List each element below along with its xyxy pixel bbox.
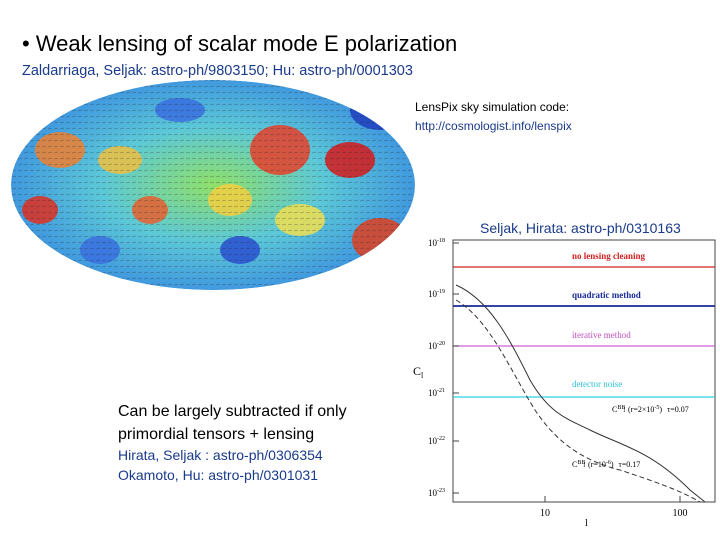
c: C	[612, 405, 617, 414]
paren: )	[611, 460, 614, 469]
note-ref: Hirata, Seljak : astro-ph/0306354	[118, 447, 323, 463]
lenspix-url: http://cosmologist.info/lenspix	[415, 119, 572, 133]
exp: -22	[437, 436, 445, 442]
paren: )	[659, 405, 662, 414]
exp: -20	[437, 341, 445, 347]
y-tick-label: 10-21	[428, 388, 445, 398]
base: 10	[428, 341, 438, 351]
exp: -5	[654, 405, 659, 411]
text: (r=10	[588, 460, 606, 469]
curve-label: CBBl (r=10-6) τ=0.17	[572, 460, 640, 469]
exp: -6	[606, 460, 611, 466]
tau: τ=0.17	[619, 460, 641, 469]
note-ref: Okamoto, Hu: astro-ph/0301031	[118, 467, 318, 483]
y-axis-label: C	[413, 364, 421, 378]
base: 10	[428, 388, 438, 398]
y-axis-label: Cl	[413, 364, 424, 380]
title: • Weak lensing of scalar mode E polariza…	[22, 31, 457, 56]
plot-credit: Seljak, Hirata: astro-ph/0310163	[480, 220, 681, 236]
x-axis-label: l	[585, 518, 588, 529]
base: 10	[428, 488, 438, 498]
x-tick-label: 10	[540, 508, 550, 519]
lenspix-label: LensPix sky simulation code:	[415, 100, 569, 114]
sup: BB	[577, 460, 585, 466]
exp: -19	[437, 289, 445, 295]
base: 10	[428, 238, 438, 248]
legend-label: detector noise	[572, 379, 622, 389]
sub: l	[623, 408, 625, 414]
exp: -21	[437, 388, 445, 394]
note-box	[110, 395, 400, 490]
curve-label: CBBl (r=2×10-5) τ=0.07	[612, 405, 689, 414]
y-axis-sub: l	[421, 371, 424, 380]
y-tick-label: 10-23	[428, 488, 445, 498]
text: (r=2×10	[628, 405, 654, 414]
legend-label: iterative method	[572, 330, 631, 340]
legend-label: no lensing cleaning	[572, 251, 646, 261]
sky-map	[11, 80, 415, 290]
legend-label: quadratic method	[572, 290, 641, 300]
sup: BB	[617, 405, 625, 411]
y-tick-label: 10-19	[428, 289, 445, 299]
y-tick-label: 10-20	[428, 341, 445, 351]
note-line: Can be largely subtracted if only	[118, 403, 347, 420]
y-tick-label: 10-18	[428, 238, 445, 248]
y-tick-label: 10-22	[428, 436, 445, 446]
sub: l	[583, 463, 585, 469]
exp: -23	[437, 488, 445, 494]
base: 10	[428, 436, 438, 446]
tau: τ=0.07	[667, 405, 689, 414]
subtitle: Zaldarriaga, Seljak: astro-ph/9803150; H…	[22, 63, 413, 79]
c: C	[572, 460, 577, 469]
note-line: primordial tensors + lensing	[118, 426, 314, 443]
exp: -18	[437, 238, 445, 244]
x-tick-label: 100	[673, 508, 688, 519]
base: 10	[428, 289, 438, 299]
